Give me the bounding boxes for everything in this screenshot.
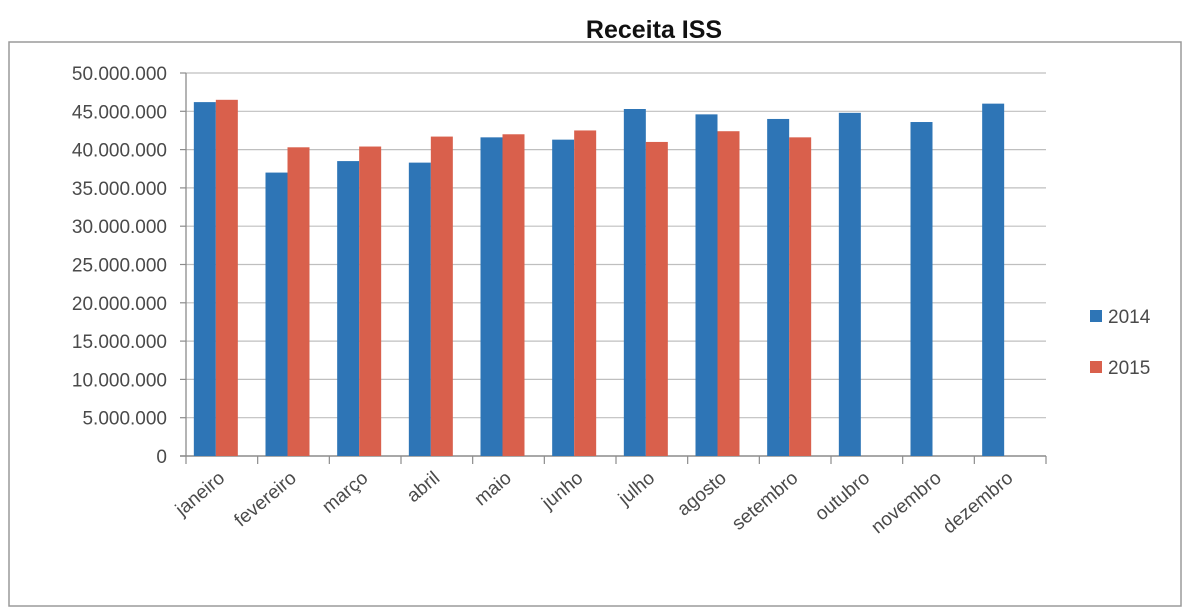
chart-title: Receita ISS (586, 16, 722, 44)
bars (193, 99, 1005, 457)
y-tick-label: 50.000.000 (72, 64, 167, 85)
bar-2014-maio (480, 137, 503, 456)
y-tick-label: 35.000.000 (72, 179, 167, 200)
y-tick-label: 25.000.000 (72, 256, 167, 277)
bar-2014-dezembro (982, 103, 1005, 456)
bar-2015-janeiro (215, 99, 238, 456)
bar-2015-maio (502, 134, 525, 456)
legend: 2014 2015 (1090, 307, 1151, 379)
legend-swatch-2015 (1090, 361, 1102, 373)
bar-2015-abril (430, 136, 453, 456)
bar-2015-fevereiro (287, 147, 310, 456)
y-tick-label: 15.000.000 (72, 332, 167, 353)
y-axis-tick-labels: 0 5.000.000 10.000.000 15.000.000 20.000.000… (72, 64, 167, 468)
bar-2014-março (337, 161, 360, 456)
y-tick-label: 5.000.000 (82, 409, 167, 430)
bar-2015-julho (645, 141, 668, 456)
bar-2014-julho (623, 109, 646, 456)
legend-label-2015: 2015 (1108, 358, 1150, 379)
bar-2014-outubro (838, 112, 861, 456)
bar-2014-novembro (910, 122, 933, 457)
bar-2014-janeiro (193, 102, 216, 456)
bar-2015-agosto (717, 131, 740, 456)
legend-label-2014: 2014 (1108, 307, 1151, 328)
bar-2015-março (359, 146, 382, 456)
y-tick-label: 10.000.000 (72, 370, 167, 391)
y-tick-label: 30.000.000 (72, 217, 167, 238)
gridlines (186, 72, 1046, 419)
bar-2014-junho (552, 139, 575, 456)
legend-swatch-2014 (1090, 310, 1102, 322)
bar-2014-setembro (767, 118, 790, 457)
y-tick-label: 20.000.000 (72, 294, 167, 315)
y-tick-label: 40.000.000 (72, 141, 167, 162)
bar-2014-fevereiro (265, 172, 288, 456)
y-tick-label: 0 (156, 447, 167, 468)
y-tick-label: 45.000.000 (72, 102, 167, 123)
bar-2015-junho (574, 130, 597, 456)
bar-2014-agosto (695, 114, 718, 456)
axes (180, 72, 1047, 464)
bar-2014-abril (408, 162, 431, 456)
bar-2015-setembro (789, 137, 812, 456)
